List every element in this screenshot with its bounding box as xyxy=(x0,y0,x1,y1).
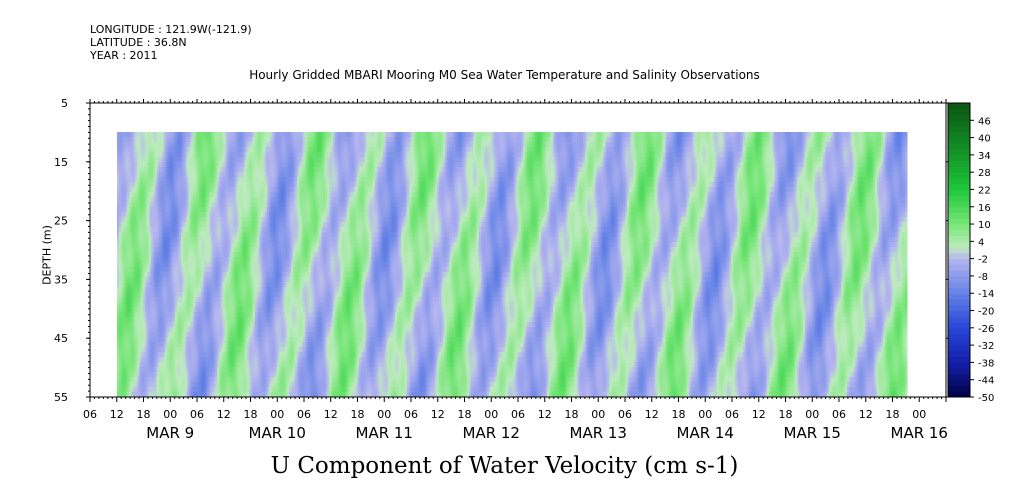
x-axis-label: U Component of Water Velocity (cm s-1) xyxy=(0,453,1009,479)
hour-tick-label: 18 xyxy=(137,408,151,421)
latitude-label: LATITUDE : 36.8N xyxy=(90,37,187,49)
y-tick-label: 55 xyxy=(54,391,68,404)
hour-tick-label: 00 xyxy=(912,408,926,421)
y-tick-label: 45 xyxy=(54,332,68,345)
hour-tick-label: 12 xyxy=(431,408,445,421)
colorbar-tick-label: 28 xyxy=(978,168,991,179)
y-tick-label: 15 xyxy=(54,156,68,169)
hour-tick-label: 00 xyxy=(270,408,284,421)
hour-tick-label: 00 xyxy=(377,408,391,421)
hour-tick-label: 06 xyxy=(297,408,311,421)
hour-tick-label: 18 xyxy=(565,408,579,421)
colorbar-tick-label: -26 xyxy=(978,324,994,335)
x-axis: 06 12 18 00 06 12 18 00 06 12 18 00 06 12 18 00 06 12 18 00… xyxy=(83,99,948,442)
colorbar-tick-label: 40 xyxy=(978,134,991,145)
colorbar-tick-label: -2 xyxy=(978,255,988,266)
hour-tick-label: 06 xyxy=(190,408,204,421)
hour-tick-label: 00 xyxy=(163,408,177,421)
hour-tick-label: 06 xyxy=(725,408,739,421)
colorbar-tick-label: 46 xyxy=(978,116,991,127)
day-label: MAR 10 xyxy=(249,424,306,442)
colorbar-tick-label: 10 xyxy=(978,220,991,231)
hour-tick-label: 18 xyxy=(886,408,900,421)
longitude-label: LONGITUDE : 121.9W(-121.9) xyxy=(90,24,252,36)
hour-tick-label: 12 xyxy=(217,408,231,421)
heatmap-field xyxy=(117,132,908,398)
hour-tick-label: 06 xyxy=(832,408,846,421)
hour-tick-label: 06 xyxy=(83,408,97,421)
hour-tick-label: 18 xyxy=(458,408,472,421)
y-tick-label: 5 xyxy=(61,97,68,110)
day-label: MAR 15 xyxy=(784,424,841,442)
hour-tick-label: 06 xyxy=(618,408,632,421)
colorbar-tick-label: -32 xyxy=(978,341,994,352)
hour-tick-label: 00 xyxy=(698,408,712,421)
day-label: MAR 11 xyxy=(356,424,413,442)
chart-title: Hourly Gridded MBARI Mooring M0 Sea Wate… xyxy=(0,68,1009,82)
hour-tick-label: 12 xyxy=(538,408,552,421)
hour-tick-label: 18 xyxy=(779,408,793,421)
hour-tick-label: 12 xyxy=(324,408,338,421)
hour-tick-label: 00 xyxy=(484,408,498,421)
y-axis: 5 15 25 35 45 55 xyxy=(54,97,950,404)
hour-tick-label: 12 xyxy=(110,408,124,421)
year-label: YEAR : 2011 xyxy=(90,50,158,62)
day-label: MAR 9 xyxy=(146,424,194,442)
y-tick-label: 25 xyxy=(54,215,68,228)
colorbar-tick-label: -50 xyxy=(978,393,994,404)
hour-tick-label: 12 xyxy=(752,408,766,421)
day-label: MAR 12 xyxy=(463,424,520,442)
y-tick-label: 35 xyxy=(54,273,68,286)
day-label: MAR 14 xyxy=(677,424,734,442)
colorbar-tick-label: -44 xyxy=(978,376,994,387)
colorbar: 46 40 34 28 22 16 10 4 -2 -8 -14 -20 -26 -32 -38 -44 -50 xyxy=(947,102,994,404)
hour-tick-label: 06 xyxy=(404,408,418,421)
colorbar-tick-label: -38 xyxy=(978,358,994,369)
colorbar-tick-label: -20 xyxy=(978,307,994,318)
day-label: MAR 16 xyxy=(891,424,948,442)
colorbar-frame xyxy=(947,102,971,398)
colorbar-tick-label: 22 xyxy=(978,185,991,196)
hour-tick-label: 18 xyxy=(351,408,365,421)
hour-tick-label: 12 xyxy=(859,408,873,421)
hour-tick-label: 18 xyxy=(244,408,258,421)
hour-tick-label: 06 xyxy=(511,408,525,421)
colorbar-tick-label: 4 xyxy=(978,237,984,248)
hour-tick-label: 18 xyxy=(672,408,686,421)
colorbar-tick-label: -14 xyxy=(978,289,994,300)
hour-tick-label: 12 xyxy=(645,408,659,421)
colorbar-tick-label: 16 xyxy=(978,203,991,214)
hour-tick-label: 00 xyxy=(591,408,605,421)
colorbar-tick-label: -8 xyxy=(978,272,988,283)
hour-tick-label: 00 xyxy=(805,408,819,421)
day-label: MAR 13 xyxy=(570,424,627,442)
colorbar-tick-label: 34 xyxy=(978,151,991,162)
